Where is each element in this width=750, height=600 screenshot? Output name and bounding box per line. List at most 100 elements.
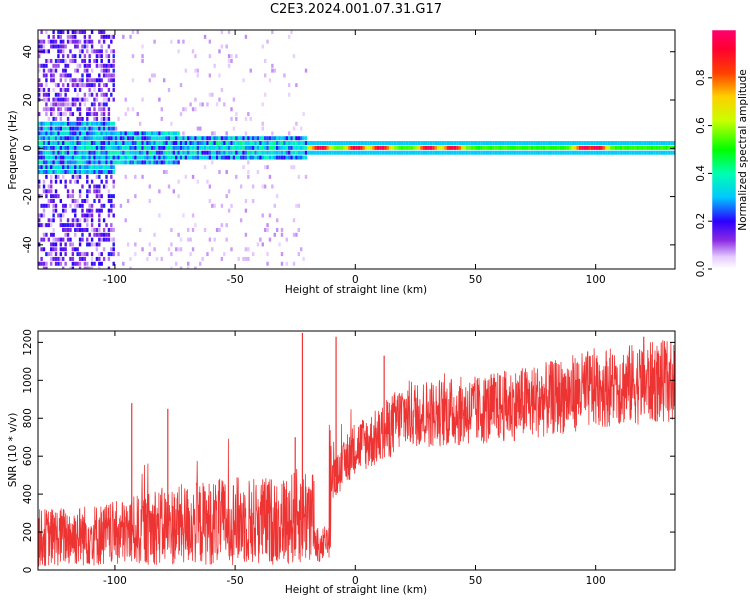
heatmap-cell <box>280 136 284 141</box>
heatmap-cell <box>107 68 111 73</box>
heatmap-cell <box>126 160 130 165</box>
heatmap-cell <box>273 141 276 146</box>
heatmap-cell <box>52 247 55 252</box>
heatmap-cell <box>304 155 308 160</box>
heatmap-cell <box>148 150 151 155</box>
heatmap-cell <box>126 198 130 203</box>
heatmap-cell <box>194 97 197 102</box>
heatmap-cell <box>420 150 423 155</box>
heatmap-cell <box>405 145 409 150</box>
heatmap-cell <box>117 155 120 160</box>
heatmap-cell <box>150 150 154 155</box>
heatmap-cell <box>59 237 63 242</box>
heatmap-cell <box>78 112 82 117</box>
heatmap-cell <box>86 63 89 68</box>
heatmap-cell <box>54 194 58 199</box>
heatmap-cell <box>427 145 430 150</box>
heatmap-cell <box>42 213 46 218</box>
heatmap-cell <box>367 145 370 150</box>
heatmap-cell <box>93 165 96 170</box>
heatmap-cell <box>110 73 113 78</box>
heatmap-cell <box>242 256 245 261</box>
heatmap-cell <box>40 203 43 208</box>
heatmap-cell <box>76 179 79 184</box>
heatmap-cell <box>215 102 219 107</box>
heatmap-cell <box>189 141 192 146</box>
heatmap-cell <box>54 63 58 68</box>
heatmap-cell <box>278 141 281 146</box>
heatmap-cell <box>76 92 79 97</box>
heatmap-cell <box>456 145 459 150</box>
heatmap-cell <box>182 141 185 146</box>
heatmap-cell <box>191 174 195 179</box>
heatmap-cell <box>189 252 192 257</box>
heatmap-cell <box>564 141 567 146</box>
heatmap-cell <box>47 49 51 54</box>
snr-y-axis-label: SNR (10 * v/v) <box>7 413 19 488</box>
heatmap-cell <box>93 189 96 194</box>
heatmap-cell <box>45 92 48 97</box>
heatmap-cell <box>50 174 53 179</box>
heatmap-cell <box>110 203 113 208</box>
heatmap-cell <box>525 145 529 150</box>
heatmap-cell <box>95 174 99 179</box>
heatmap-cell <box>38 92 41 97</box>
heatmap-cell <box>64 87 67 92</box>
heatmap-cell <box>42 237 46 242</box>
heatmap-cell <box>93 131 96 136</box>
heatmap-cell <box>78 237 82 242</box>
heatmap-cell <box>52 78 55 83</box>
heatmap-cell <box>593 141 596 146</box>
heatmap-cell <box>278 155 281 160</box>
heatmap-cell <box>470 150 474 155</box>
heatmap-cell <box>283 150 286 155</box>
heatmap-cell <box>88 54 91 59</box>
heatmap-cell <box>208 39 212 44</box>
heatmap-cell <box>57 165 60 170</box>
heatmap-cell <box>59 136 63 141</box>
heatmap-cell <box>254 145 257 150</box>
heatmap-cell <box>78 102 82 107</box>
heatmap-cell <box>239 141 243 146</box>
heatmap-cell <box>90 30 94 34</box>
heatmap-cell <box>650 145 654 150</box>
heatmap-cell <box>141 247 144 252</box>
heatmap-cell <box>634 150 637 155</box>
heatmap-cell <box>158 150 161 155</box>
heatmap-cell <box>629 141 632 146</box>
heatmap-cell <box>102 160 106 165</box>
heatmap-cell <box>242 165 245 170</box>
heatmap-cell <box>208 155 212 160</box>
heatmap-cell <box>170 266 173 269</box>
heatmap-cell <box>143 145 147 150</box>
heatmap-cell <box>196 145 200 150</box>
heatmap-cell <box>263 150 267 155</box>
heatmap-cell <box>64 112 67 117</box>
heatmap-cell <box>59 121 63 126</box>
heatmap-cell <box>57 58 60 63</box>
heatmap-cell <box>571 145 575 150</box>
heatmap-cell <box>112 242 115 247</box>
heatmap-cell <box>172 145 176 150</box>
heatmap-cell <box>153 160 156 165</box>
heatmap-cell <box>105 131 108 136</box>
heatmap-cell <box>71 58 75 63</box>
heatmap-cell <box>57 54 60 59</box>
heatmap-cell <box>52 39 55 44</box>
colorbar-tick-label: 0.4 <box>695 165 707 182</box>
heatmap-cell <box>112 97 115 102</box>
heatmap-cell <box>95 184 99 189</box>
heatmap-cell <box>283 145 286 150</box>
heatmap-cell <box>509 150 512 155</box>
heatmap-cell <box>261 213 264 218</box>
heatmap-cell <box>126 155 130 160</box>
heatmap-cell <box>487 150 490 155</box>
heatmap-cell <box>119 141 123 146</box>
heatmap-cell <box>321 150 325 155</box>
heatmap-cell <box>105 174 108 179</box>
heatmap-cell <box>110 121 113 126</box>
heatmap-cell <box>290 136 293 141</box>
heatmap-cell <box>62 155 65 160</box>
heatmap-cell <box>98 208 101 213</box>
heatmap-cell <box>69 150 72 155</box>
